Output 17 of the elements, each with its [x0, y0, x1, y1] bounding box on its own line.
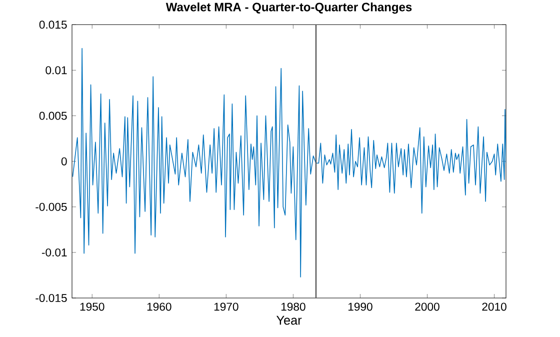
x-tick-label: 1990	[348, 302, 372, 311]
x-tick-label: 1970	[214, 302, 238, 311]
y-tick-label: 0.015	[39, 20, 67, 29]
x-tick-label: 1960	[147, 302, 172, 311]
x-tick-label: 2010	[482, 302, 506, 311]
y-tick-label: -0.005	[36, 202, 67, 211]
x-tick-label: 1950	[80, 302, 104, 311]
y-tick-label: -0.015	[36, 294, 67, 302]
x-axis-title: Year	[276, 316, 302, 325]
line-series	[72, 48, 506, 278]
y-tick-label: 0	[61, 157, 67, 166]
x-tick-label: 1980	[281, 302, 306, 311]
y-tick-label: 0.005	[39, 112, 67, 120]
x-tick-label: 2000	[415, 302, 440, 311]
y-tick-label: -0.01	[42, 248, 67, 256]
chart-title: Wavelet MRA - Quarter-to-Quarter Changes	[166, 2, 412, 14]
y-tick-label: 0.01	[46, 66, 67, 74]
